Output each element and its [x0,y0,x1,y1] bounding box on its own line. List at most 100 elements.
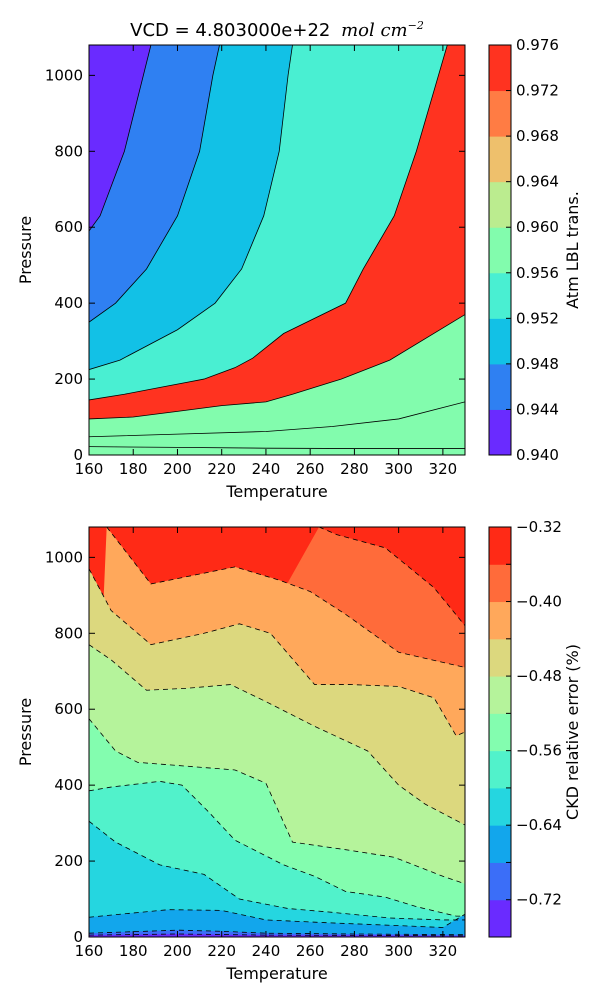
x-tick-label: 240 [252,460,281,478]
colorbar-tick-label: 0.960 [516,218,559,236]
plot-frame [88,44,466,456]
x-tick-label: 180 [119,942,148,960]
colorbar-tick-label: −0.32 [516,518,562,536]
contour-line [89,401,465,438]
colorbar-tick-label: −0.56 [516,742,562,760]
y-tick-label: 400 [54,776,83,794]
colorbar-segment [489,601,511,640]
contour-line [89,45,220,323]
contour-line [89,45,293,370]
top-contour-panel: 160 180 200 220 240 260 280 300 320 0 200 400 600 800… [16,36,582,501]
colorbar-segment [489,862,511,901]
contour-band [89,933,465,937]
contour-line [89,718,465,885]
colorbar-segment [489,181,511,228]
x-tick-label: 280 [340,942,369,960]
colorbar-segment [489,409,511,456]
colorbar-tick-label: −0.48 [516,667,562,685]
x-tick-label: 240 [252,942,281,960]
colorbar-segment [489,750,511,789]
colorbar-segment [489,45,511,92]
x-axis-label: Temperature [225,482,327,501]
y-tick-label: 800 [54,624,83,642]
x-tick-label: 200 [163,460,192,478]
x-tick-label: 260 [296,942,325,960]
x-tick-label: 280 [340,460,369,478]
colorbar-segment [489,676,511,714]
x-tick-label: 160 [75,460,104,478]
figure-title: VCD = 4.803000e+22 mol cm−2 [130,19,424,41]
colorbar-tick-label: 0.964 [516,173,559,191]
colorbar-frame [488,44,512,456]
colorbar-segment [489,787,511,826]
title-unit-exponent: −2 [408,19,424,32]
contour-fill-area [89,527,465,937]
colorbar-tick-label: −0.72 [516,891,562,909]
plot-frame [88,526,466,938]
contour-line [89,933,465,937]
colorbar-tick-label: −0.64 [516,816,562,834]
x-tick-label: 300 [384,460,413,478]
colorbar-tick-label: 0.956 [516,264,559,282]
colorbar-segment [489,713,511,752]
contour-band [89,45,151,455]
colorbar-tick-label: −0.40 [516,593,562,611]
y-tick-label: 200 [54,370,83,388]
y-tick-label: 600 [54,700,83,718]
title-prefix: VCD = 4.803000e+22 [130,20,330,41]
y-tick-label: 800 [54,142,83,160]
contour-line [89,45,152,232]
colorbar-segment [489,564,511,603]
y-axis-label: Pressure [16,698,35,766]
x-tick-label: 160 [75,942,104,960]
colorbar-tick-label: 0.944 [516,400,559,418]
colorbar-segment [489,527,511,565]
x-tick-label: 320 [429,460,458,478]
x-tick-label: 300 [384,942,413,960]
colorbar-label: Atm LBL trans. [563,191,582,309]
colorbar-label: CKD relative error (%) [563,644,582,820]
x-tick-label: 260 [296,460,325,478]
colorbar-tick-label: 0.940 [516,446,559,464]
contour-line [89,568,465,737]
colorbar-segment [489,136,511,183]
x-tick-label: 320 [429,942,458,960]
colorbar-segment [489,227,511,274]
colorbar-tick-label: 0.952 [516,309,559,327]
contour-line [89,314,465,420]
bottom-contour-panel: 160 180 200 220 240 260 280 300 320 0 200 400 600 800… [16,518,582,983]
x-tick-label: 220 [207,460,236,478]
colorbar-frame [488,526,512,938]
contour-line [89,820,465,921]
contour-line [106,527,465,672]
y-tick-label: 400 [54,294,83,312]
x-tick-label: 200 [163,942,192,960]
contour-line [89,446,465,449]
contour-line [89,644,465,826]
y-tick-label: 0 [73,446,83,464]
contour-line [89,909,465,928]
colorbar-segment [489,638,511,677]
contour-band [89,314,465,455]
y-tick-label: 1000 [45,66,83,84]
colorbar-tick-label: 0.972 [516,82,559,100]
x-tick-label: 220 [207,942,236,960]
colorbar-tick-label: 0.968 [516,127,559,145]
title-unit: mol cm [341,20,408,41]
colorbar-segment [489,318,511,365]
y-axis-label: Pressure [16,216,35,284]
contour-line [318,527,465,626]
colorbar-tick-label: 0.948 [516,355,559,373]
y-tick-label: 0 [73,928,83,946]
contour-line [89,780,465,917]
contour-fill-area [89,45,465,455]
contour-band [89,821,465,937]
colorbar-segment [489,90,511,137]
colorbar-segment [489,363,511,410]
colorbar-segment [489,825,511,863]
x-tick-label: 180 [119,460,148,478]
colorbar-segment [489,899,511,938]
colorbar-segment [489,272,511,319]
x-axis-label: Temperature [225,964,327,983]
